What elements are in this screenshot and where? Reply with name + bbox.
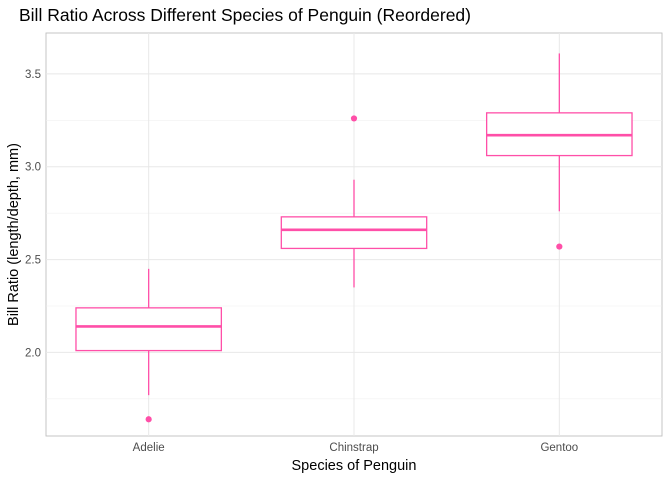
chart-title: Bill Ratio Across Different Species of P… <box>19 5 471 25</box>
x-tick-labels: Adelie Chinstrap Gentoo <box>133 442 579 454</box>
y-axis-title: Bill Ratio (length/depth, mm) <box>6 143 22 326</box>
y-tick-label: 2.0 <box>25 347 41 359</box>
outlier-point <box>556 243 563 250</box>
x-axis-title: Species of Penguin <box>292 458 417 474</box>
box-adelie <box>75 268 223 423</box>
y-tick-label: 3.0 <box>25 162 41 174</box>
y-tick-labels: 2.0 2.5 3.0 3.5 <box>25 69 41 360</box>
box-gentoo <box>485 53 633 250</box>
outlier-point <box>350 115 358 122</box>
boxes-layer <box>75 53 633 423</box>
y-tick-label: 2.5 <box>25 255 41 267</box>
outlier-point <box>145 416 152 423</box>
x-tick-label: Adelie <box>133 442 165 454</box>
x-tick-label: Gentoo <box>540 442 578 454</box>
iqr-box <box>75 307 223 352</box>
y-tick-label: 3.5 <box>25 69 41 81</box>
box-chinstrap <box>280 115 428 288</box>
x-tick-label: Chinstrap <box>329 442 378 454</box>
iqr-box <box>280 216 428 250</box>
